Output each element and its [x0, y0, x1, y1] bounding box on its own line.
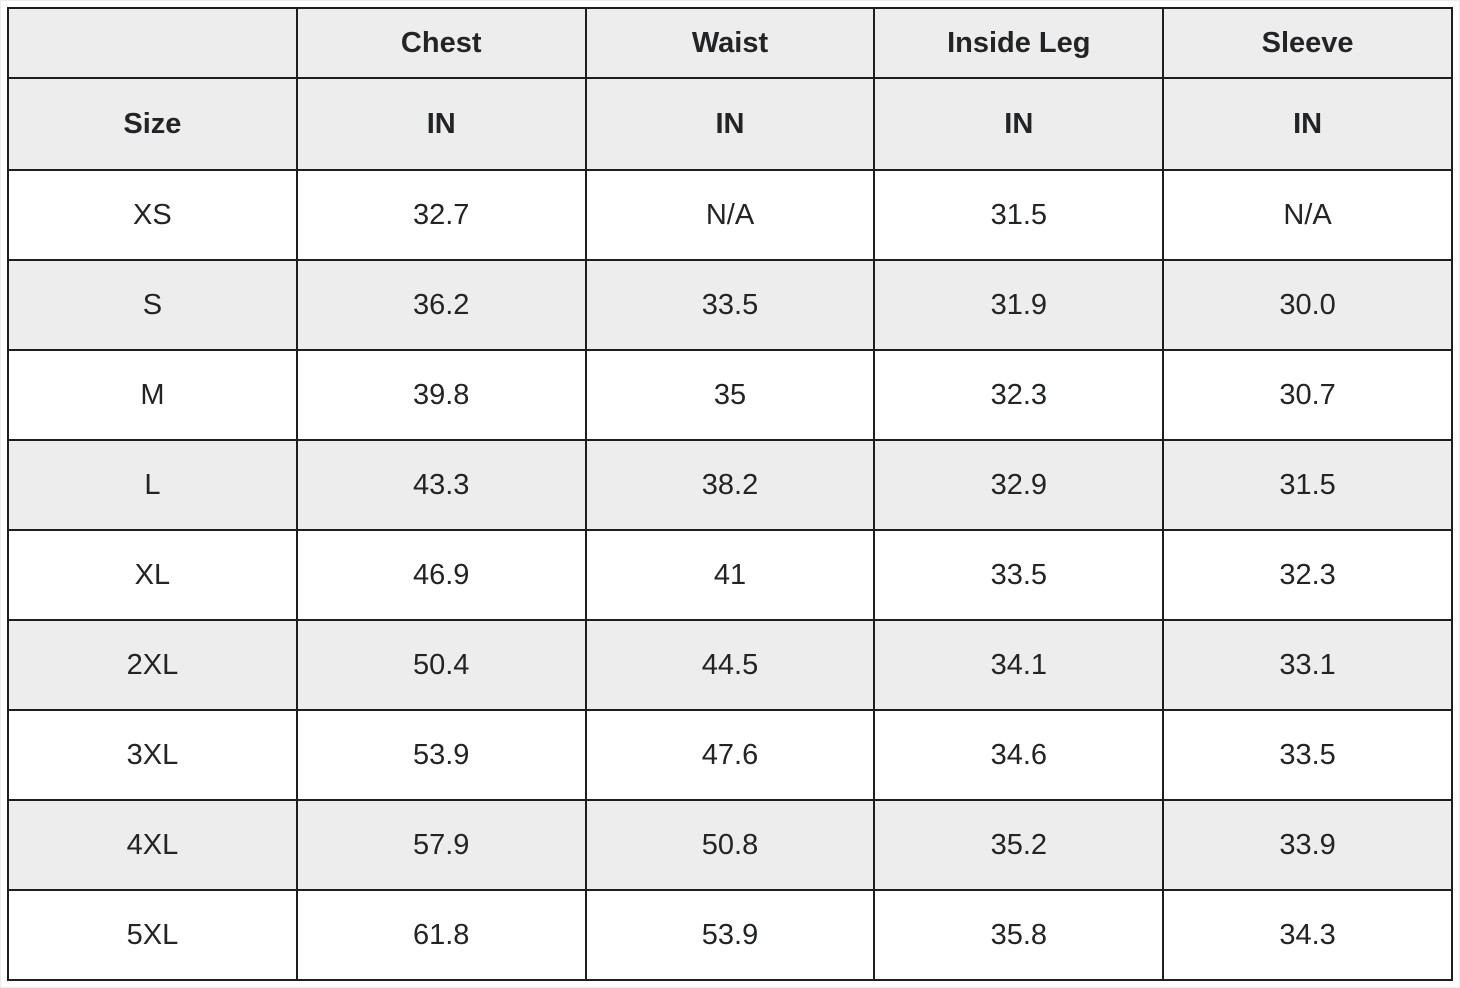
value-cell: 61.8 [295, 889, 587, 981]
column-header-chest: Chest [295, 7, 587, 79]
value-cell: 33.5 [873, 529, 1165, 621]
value-cell: 38.2 [584, 439, 876, 531]
value-cell: 33.1 [1162, 619, 1453, 711]
value-cell: 44.5 [584, 619, 876, 711]
value-cell: 31.9 [873, 259, 1165, 351]
value-cell: 39.8 [295, 349, 587, 441]
table-row: 2XL 50.4 44.5 34.1 33.1 [7, 619, 1453, 711]
unit-cell-chest: IN [295, 77, 587, 171]
value-cell: 36.2 [295, 259, 587, 351]
value-cell: 33.9 [1162, 799, 1453, 891]
size-cell: M [7, 349, 298, 441]
value-cell: 50.8 [584, 799, 876, 891]
size-cell: L [7, 439, 298, 531]
value-cell: 33.5 [584, 259, 876, 351]
value-cell: 41 [584, 529, 876, 621]
column-header-waist: Waist [584, 7, 876, 79]
size-cell: 3XL [7, 709, 298, 801]
unit-cell-waist: IN [584, 77, 876, 171]
unit-cell-inside-leg: IN [873, 77, 1165, 171]
table-row: M 39.8 35 32.3 30.7 [7, 349, 1453, 441]
value-cell: 34.3 [1162, 889, 1453, 981]
table-row: 3XL 53.9 47.6 34.6 33.5 [7, 709, 1453, 801]
value-cell: N/A [584, 169, 876, 261]
value-cell: 53.9 [584, 889, 876, 981]
size-cell: 4XL [7, 799, 298, 891]
table-row: XS 32.7 N/A 31.5 N/A [7, 169, 1453, 261]
value-cell: 57.9 [295, 799, 587, 891]
table-row: 5XL 61.8 53.9 35.8 34.3 [7, 889, 1453, 981]
size-header-cell: Size [7, 77, 298, 171]
value-cell: 50.4 [295, 619, 587, 711]
value-cell: 46.9 [295, 529, 587, 621]
value-cell: 35.2 [873, 799, 1165, 891]
value-cell: 31.5 [1162, 439, 1453, 531]
value-cell: 30.7 [1162, 349, 1453, 441]
unit-header-row: Size IN IN IN IN [7, 77, 1453, 171]
value-cell: 32.3 [1162, 529, 1453, 621]
value-cell: 32.9 [873, 439, 1165, 531]
value-cell: 31.5 [873, 169, 1165, 261]
value-cell: 53.9 [295, 709, 587, 801]
table-row: L 43.3 38.2 32.9 31.5 [7, 439, 1453, 531]
corner-empty-cell [7, 7, 298, 79]
unit-cell-sleeve: IN [1162, 77, 1453, 171]
size-chart-table: Chest Waist Inside Leg Sleeve Size IN IN… [7, 7, 1453, 981]
table-row: 4XL 57.9 50.8 35.2 33.9 [7, 799, 1453, 891]
size-cell: 5XL [7, 889, 298, 981]
value-cell: 33.5 [1162, 709, 1453, 801]
size-cell: 2XL [7, 619, 298, 711]
size-chart-body: XS 32.7 N/A 31.5 N/A S 36.2 33.5 31.9 30.0 M 39.8 35… [7, 169, 1453, 981]
value-cell: 47.6 [584, 709, 876, 801]
column-header-sleeve: Sleeve [1162, 7, 1453, 79]
value-cell: 35 [584, 349, 876, 441]
value-cell: 43.3 [295, 439, 587, 531]
value-cell: 35.8 [873, 889, 1165, 981]
column-header-inside-leg: Inside Leg [873, 7, 1165, 79]
value-cell: 32.3 [873, 349, 1165, 441]
table-row: XL 46.9 41 33.5 32.3 [7, 529, 1453, 621]
value-cell: 32.7 [295, 169, 587, 261]
value-cell: 34.6 [873, 709, 1165, 801]
table-row: S 36.2 33.5 31.9 30.0 [7, 259, 1453, 351]
group-header-row: Chest Waist Inside Leg Sleeve [7, 7, 1453, 79]
size-cell: XS [7, 169, 298, 261]
value-cell: N/A [1162, 169, 1453, 261]
value-cell: 30.0 [1162, 259, 1453, 351]
size-cell: S [7, 259, 298, 351]
value-cell: 34.1 [873, 619, 1165, 711]
size-cell: XL [7, 529, 298, 621]
